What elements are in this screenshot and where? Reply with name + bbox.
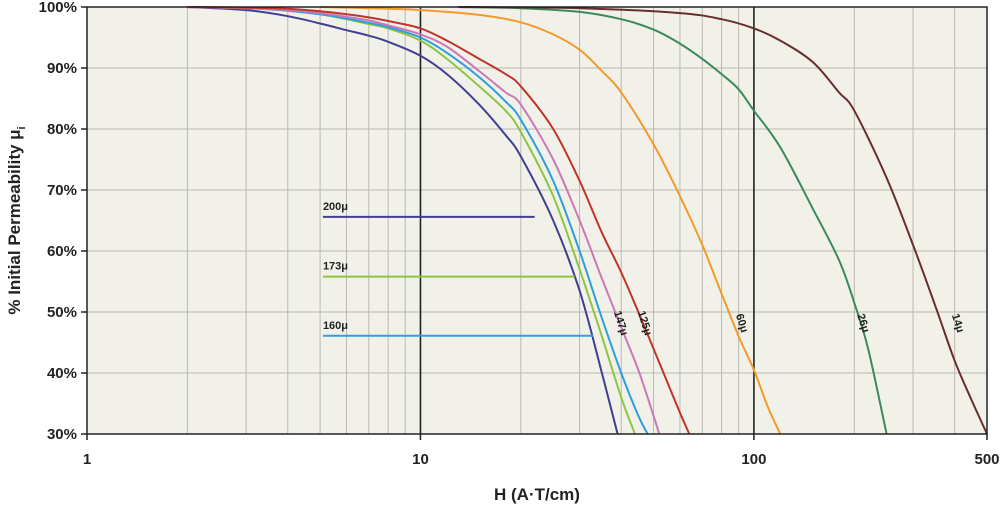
series-label: 173μ — [323, 261, 348, 273]
plot-frame — [86, 6, 988, 435]
x-tick-label: 100 — [741, 451, 766, 468]
series-line-26μ — [458, 6, 888, 435]
series-label: 26μ — [854, 312, 871, 334]
series-line-125μ — [187, 6, 691, 435]
series-layer — [187, 6, 988, 435]
y-tick-label: 40% — [47, 365, 77, 382]
plot-area — [87, 7, 987, 434]
y-tick-label: 70% — [47, 182, 77, 199]
y-tick-label: 90% — [47, 60, 77, 77]
y-tick-label: 80% — [47, 121, 77, 138]
series-line-147μ — [187, 6, 661, 435]
y-tick-label: 60% — [47, 243, 77, 260]
x-tick-label: 10 — [412, 451, 429, 468]
y-axis-ticks: 30% 40% 50% 60% 70% 80% 90% 100% — [39, 0, 87, 443]
series-line-160μ — [187, 6, 649, 435]
series-label: 200μ — [323, 201, 348, 213]
y-axis-label-main: % Initial Permeability μ — [5, 129, 24, 314]
x-tick-label: 1 — [83, 451, 91, 468]
grid-major — [419, 7, 755, 434]
x-tick-label: 500 — [974, 451, 999, 468]
series-label: 60μ — [733, 312, 750, 334]
series-line-14μ — [458, 6, 988, 435]
series-label: 160μ — [323, 320, 348, 332]
y-tick-label: 30% — [47, 426, 77, 443]
y-tick-label: 100% — [39, 0, 77, 16]
y-axis-label-subscript: i — [16, 126, 28, 129]
series-label: 14μ — [949, 312, 966, 334]
x-axis-label: H (A·T/cm) — [494, 485, 580, 504]
y-tick-label: 50% — [47, 304, 77, 321]
x-axis-ticks: 1 10 100 500 — [83, 434, 1000, 468]
series-line-200μ — [187, 6, 619, 435]
y-axis-label: % Initial Permeability μi — [5, 126, 28, 314]
series-line-60μ — [320, 6, 782, 435]
